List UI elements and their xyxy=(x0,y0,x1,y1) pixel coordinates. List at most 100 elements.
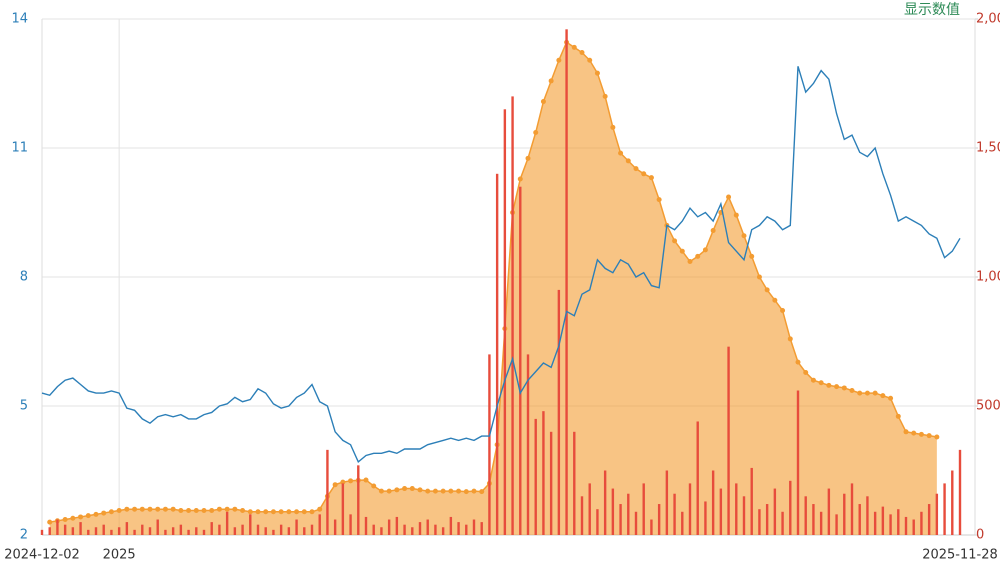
bar xyxy=(295,519,298,535)
area-point xyxy=(911,430,917,436)
area-point xyxy=(587,57,593,63)
bar xyxy=(472,519,476,535)
bar xyxy=(418,522,422,535)
area-point xyxy=(155,506,161,512)
bar xyxy=(735,483,738,535)
area-point xyxy=(309,509,315,515)
area-point xyxy=(702,247,708,253)
area-point xyxy=(209,507,215,513)
bar xyxy=(141,524,144,535)
bar xyxy=(187,529,190,535)
bar xyxy=(241,524,244,535)
area-point xyxy=(787,336,793,342)
area-point xyxy=(193,507,199,513)
area-point xyxy=(764,287,770,293)
bar xyxy=(789,480,792,535)
bar xyxy=(773,488,777,535)
bar xyxy=(742,496,746,535)
bar xyxy=(819,511,823,535)
area-point xyxy=(641,171,647,177)
area-point xyxy=(780,308,786,314)
area-point xyxy=(124,506,130,512)
area-point xyxy=(170,506,176,512)
area-point xyxy=(733,212,739,218)
bar xyxy=(549,431,553,535)
bar xyxy=(179,524,183,535)
bar xyxy=(657,504,661,535)
area-point xyxy=(270,509,276,515)
bar xyxy=(264,527,267,535)
show-values-button[interactable]: 显示数值 xyxy=(904,2,960,18)
area-point xyxy=(810,377,816,383)
area-point xyxy=(533,130,539,136)
bar xyxy=(125,522,129,535)
bar xyxy=(881,506,885,535)
bar xyxy=(480,522,483,535)
area-point xyxy=(186,507,192,513)
area-point xyxy=(402,486,408,492)
area-point xyxy=(162,506,168,512)
bar xyxy=(588,483,591,535)
bar xyxy=(171,527,175,535)
bar xyxy=(627,493,630,535)
y-tick-label: 8 xyxy=(20,270,28,285)
bar xyxy=(156,519,159,535)
area-point xyxy=(888,395,894,401)
y-tick-label: 5 xyxy=(20,399,28,414)
area-point xyxy=(317,506,323,512)
bar xyxy=(349,514,352,535)
bar xyxy=(249,514,252,535)
bar xyxy=(87,529,90,535)
bar xyxy=(688,483,692,535)
bar xyxy=(233,527,237,535)
bar xyxy=(850,483,854,535)
area-point xyxy=(332,482,338,488)
y-tick-label: 11 xyxy=(11,141,28,156)
bar xyxy=(642,483,645,535)
area-point xyxy=(648,175,654,181)
bar xyxy=(318,514,321,535)
area-point xyxy=(85,513,91,519)
bar xyxy=(927,504,931,535)
area-point xyxy=(818,380,824,386)
area-point xyxy=(618,150,624,156)
bar xyxy=(364,516,368,535)
bar xyxy=(465,524,468,535)
bar xyxy=(573,431,576,535)
bar xyxy=(696,421,699,535)
bar xyxy=(503,109,507,536)
area-point xyxy=(934,434,940,440)
area-point xyxy=(448,488,454,494)
area-point xyxy=(108,509,114,515)
area-point xyxy=(286,509,292,515)
area-point xyxy=(872,390,878,396)
area-point xyxy=(232,506,238,512)
area-point xyxy=(625,158,631,164)
area-point xyxy=(348,478,354,484)
bar xyxy=(765,504,769,535)
area-point xyxy=(263,509,269,515)
bar xyxy=(403,524,406,535)
area-point xyxy=(224,506,230,512)
area-point xyxy=(834,384,840,390)
bar xyxy=(665,470,669,535)
area-point xyxy=(340,479,346,485)
y2-tick-label: 500 xyxy=(976,399,1000,414)
bar xyxy=(449,516,453,535)
bar xyxy=(858,504,861,535)
area-point xyxy=(656,197,662,203)
bar xyxy=(758,509,761,535)
area-point xyxy=(540,99,546,105)
area-point xyxy=(278,509,284,515)
bar xyxy=(920,511,923,535)
bar xyxy=(164,529,167,535)
bar xyxy=(256,524,260,535)
area-point xyxy=(880,393,886,399)
bar xyxy=(357,465,360,535)
area-point xyxy=(803,369,809,375)
area-point xyxy=(749,253,755,259)
bar xyxy=(148,527,152,535)
bar xyxy=(71,527,75,535)
bar xyxy=(611,488,615,535)
bar xyxy=(326,449,329,535)
